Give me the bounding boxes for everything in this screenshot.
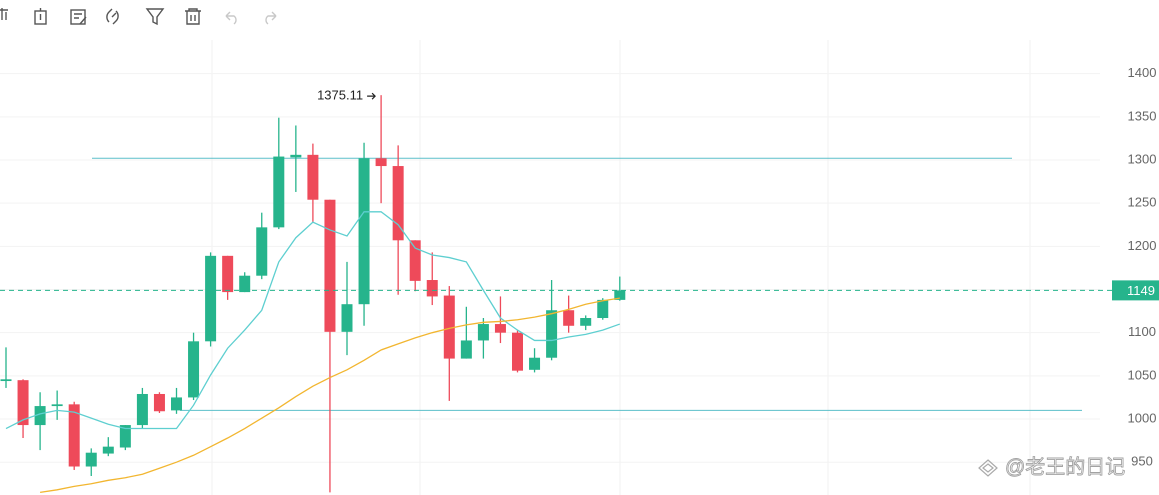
candle-body [580, 318, 592, 326]
candle-body [426, 280, 438, 297]
candle-body [205, 255, 217, 342]
candle-body [34, 406, 46, 426]
moving-average-line [40, 297, 620, 494]
candle-body [307, 154, 319, 200]
candle-body [358, 158, 370, 305]
plot: 9501000105011001150120012501300135014001… [0, 65, 1159, 494]
candle-body [68, 404, 80, 467]
candle-body [153, 393, 165, 412]
candle-body [256, 227, 268, 276]
tool-icon[interactable] [70, 9, 87, 25]
y-tick-label: 1250 [1128, 195, 1157, 210]
candle-body [392, 166, 404, 241]
last-price-label: 1149 [1127, 283, 1155, 298]
candle-body [290, 154, 302, 158]
candle-body [512, 332, 523, 371]
tool-icon[interactable] [185, 8, 201, 25]
tool-icon[interactable] [106, 8, 119, 25]
toolbar [0, 8, 277, 26]
candle-body [375, 158, 387, 167]
y-tick-label: 950 [1131, 454, 1153, 469]
y-tick-label: 1350 [1128, 108, 1157, 123]
watermark: @老王的日记 [1005, 455, 1125, 478]
candle-body [409, 240, 421, 281]
candle-body [324, 199, 336, 332]
y-tick-label: 1400 [1128, 65, 1157, 80]
y-tick-label: 1050 [1128, 367, 1157, 382]
tool-icon[interactable] [0, 8, 8, 20]
candle-body [341, 304, 353, 332]
candle-body [0, 379, 12, 382]
candle-body [529, 357, 541, 370]
candle-body [136, 393, 148, 426]
candle-body [273, 156, 285, 228]
annotation-arrow [367, 92, 376, 100]
candle-body [546, 310, 558, 358]
candle-body [597, 299, 609, 319]
candle-body [51, 404, 63, 407]
candle-body [494, 324, 506, 333]
watermark-logo [978, 459, 998, 477]
last-price-box [1112, 280, 1159, 301]
tool-icon[interactable] [225, 11, 237, 25]
y-tick-label: 1300 [1128, 151, 1157, 166]
candle-body [563, 310, 575, 326]
candle-body [119, 425, 131, 448]
candle-body [171, 397, 182, 411]
candle-body [102, 446, 114, 454]
candle-body [477, 324, 489, 341]
candle-body [17, 380, 29, 426]
candle-body [239, 275, 251, 293]
tool-icon[interactable] [145, 8, 165, 26]
candle-body [188, 341, 200, 398]
candle-body [443, 295, 455, 359]
candle-body [85, 452, 97, 467]
candle-body [222, 255, 234, 293]
max-annotation: 1375.11 [317, 88, 363, 103]
y-tick-label: 1000 [1128, 410, 1157, 425]
y-tick-label: 1100 [1128, 324, 1156, 339]
candle-body [614, 290, 626, 300]
moving-average-line [5, 211, 621, 430]
y-tick-label: 1200 [1128, 238, 1157, 253]
candle-body [460, 340, 472, 359]
tool-icon[interactable] [34, 8, 47, 25]
tool-icon[interactable] [265, 11, 277, 25]
